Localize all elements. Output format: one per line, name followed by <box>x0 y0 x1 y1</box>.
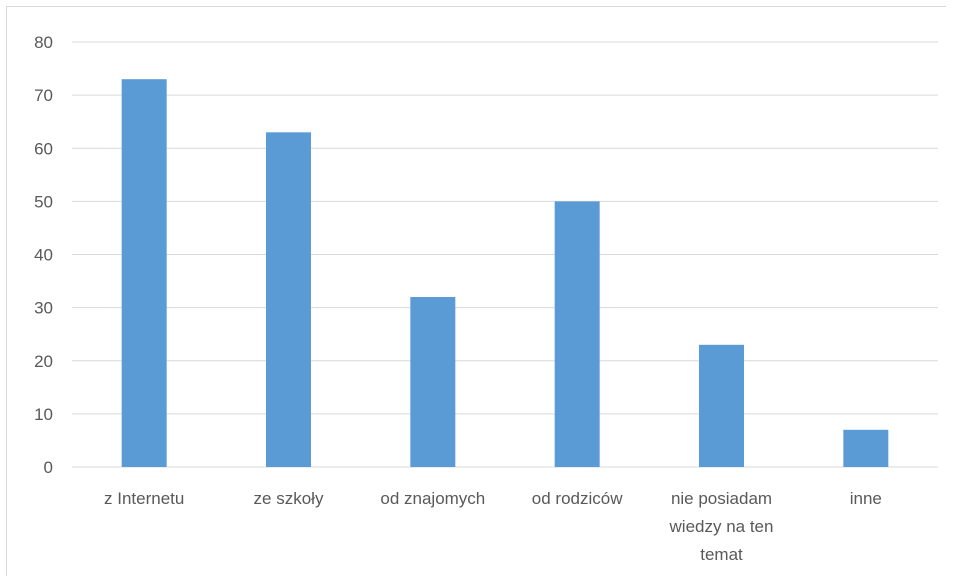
bar <box>121 79 167 467</box>
gridlines <box>72 41 938 468</box>
x-category-label-line: ze szkoły <box>254 489 324 508</box>
y-tick-label: 40 <box>34 246 53 265</box>
x-category-label-line: nie posiadam <box>671 489 772 508</box>
x-category-label: nie posiadam wiedzy na ten temat <box>669 489 774 564</box>
y-tick-label: 60 <box>34 139 53 158</box>
bar <box>554 201 600 467</box>
x-category-label: od znajomych <box>380 489 485 508</box>
x-category-label: z Internetu <box>104 489 184 508</box>
x-category-label-line: od rodziców <box>532 489 623 508</box>
x-category-label-line: od znajomych <box>380 489 485 508</box>
x-axis-category-labels: z Internetu ze szkoły od znajomych od rodzi… <box>104 489 882 564</box>
chart-frame <box>6 6 946 576</box>
y-tick-label: 20 <box>34 352 53 371</box>
bar <box>410 297 456 467</box>
x-category-label: inne <box>850 489 882 508</box>
x-category-label-line: wiedzy na ten <box>669 517 774 536</box>
x-category-label: od rodziców <box>532 489 623 508</box>
y-tick-label: 0 <box>44 458 53 477</box>
x-category-label-line: inne <box>850 489 882 508</box>
x-category-label-line: temat <box>700 545 743 564</box>
bar <box>843 429 889 467</box>
x-category-label: ze szkoły <box>254 489 324 508</box>
y-tick-label: 30 <box>34 299 53 318</box>
y-tick-label: 10 <box>34 405 53 424</box>
y-tick-label: 50 <box>34 192 53 211</box>
bar <box>266 132 311 467</box>
x-category-label-line: z Internetu <box>104 489 184 508</box>
bars <box>121 79 889 467</box>
bar <box>699 344 744 467</box>
y-tick-label: 70 <box>34 86 53 105</box>
y-axis-tick-labels: 0 10 20 30 40 50 60 70 80 <box>34 33 53 477</box>
y-tick-label: 80 <box>34 33 53 52</box>
